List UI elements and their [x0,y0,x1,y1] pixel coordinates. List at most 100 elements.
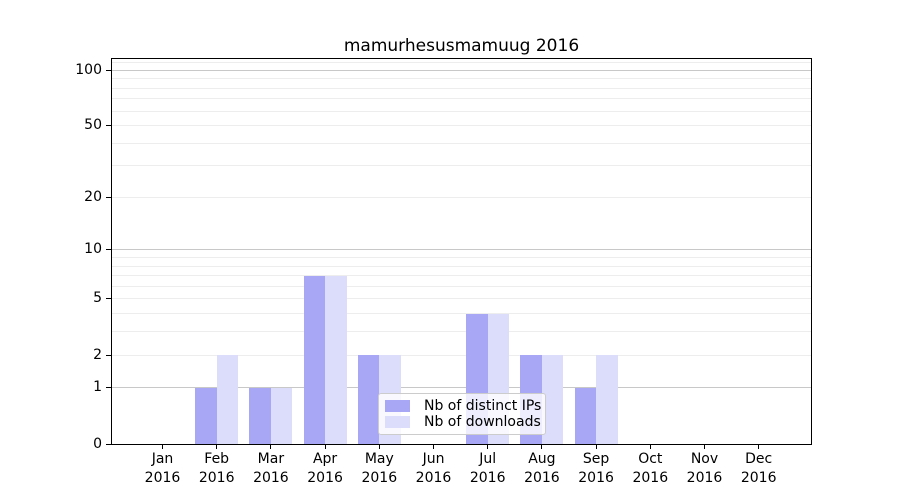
y-tick-label-10: 10 [84,241,102,258]
x-tick-may [378,444,380,449]
chart-title: mamurhesusmamuug 2016 [343,36,580,56]
x-tick-year: 2016 [361,470,398,486]
x-tick-year: 2016 [686,470,723,486]
y-tick-label-2: 2 [93,346,102,363]
x-tick-year: 2016 [415,470,452,486]
x-tick-jul [487,444,489,449]
gridline-minor-9 [112,257,811,258]
x-tick-dec [758,444,760,449]
bar-may-distinct-ips [357,355,380,444]
gridline-minor-6 [112,285,811,287]
y-tick-label-1: 1 [93,379,102,396]
x-tick-year: 2016 [740,470,777,486]
x-tick-label-may: May 2016 [349,450,409,488]
x-tick-year: 2016 [578,470,614,486]
gridline-major-100 [112,69,811,71]
gridline-minor-3 [112,331,811,333]
gridline-minor-2 [112,354,811,356]
x-tick-oct [649,444,651,449]
x-tick-label-jan: Jan 2016 [133,450,193,488]
x-tick-sep [595,444,597,449]
x-tick-year: 2016 [469,470,506,486]
y-tick-label-0: 0 [93,435,102,452]
bar-apr-downloads [325,275,347,444]
y-tick-label-20: 20 [84,188,102,205]
x-tick-nov [704,444,705,449]
y-tick-label-5: 5 [93,290,102,307]
gridline-major-10 [112,249,811,251]
legend-swatch-distinct-ips [385,400,410,412]
x-tick-label-apr: Apr 2016 [295,450,355,488]
y-tick-1 [106,387,112,389]
x-tick-label-oct: Oct 2016 [620,450,680,488]
x-tick-month: Jul [479,451,497,467]
bar-mar-distinct-ips [249,387,271,444]
bar-aug-downloads [541,355,564,444]
gridline-minor-80 [112,87,811,89]
gridline-minor-8 [112,265,811,267]
x-tick-year: 2016 [198,470,235,486]
gridline-minor-30 [112,165,811,167]
gridline-minor-7 [112,275,811,277]
x-tick-month: Dec [745,451,773,467]
x-tick-label-dec: Dec 2016 [729,450,789,488]
x-tick-jun [433,444,434,449]
gridline-minor-50 [112,125,811,127]
gridline-minor-5 [112,298,811,300]
x-tick-label-jul: Jul 2016 [458,450,518,488]
gridline-minor-70 [112,98,811,100]
y-tick-50 [106,125,112,127]
legend-entry-distinct-ips: Nb of distinct IPs [385,398,541,414]
bar-apr-distinct-ips [303,275,326,444]
x-tick-month: Mar [257,451,285,467]
x-tick-label-nov: Nov 2016 [675,450,735,488]
x-tick-month: Aug [528,451,556,467]
y-tick-0 [106,443,112,445]
x-tick-month: Feb [204,451,230,467]
x-tick-label-mar: Mar 2016 [241,450,301,488]
legend-swatch-downloads [385,416,410,428]
x-tick-year: 2016 [632,470,669,486]
x-tick-mar [270,444,272,449]
x-tick-apr [324,444,326,449]
gridline-minor-20 [112,196,811,198]
y-tick-label-100: 100 [75,61,102,78]
y-tick-label-50: 50 [84,117,102,134]
x-tick-month: Nov [690,451,719,467]
x-tick-month: Jun [422,451,445,467]
x-tick-month: Sep [582,451,610,467]
plot-area: 0 1 2 5 10 20 50 100 Jan 2016 Feb 2016 Mar 2016 Apr 201… [75,58,812,486]
bar-feb-downloads [216,355,239,444]
bar-sep-downloads [596,355,618,444]
gridline-minor-40 [112,142,811,144]
y-tick-20 [106,196,112,198]
bar-mar-downloads [270,387,293,444]
gridline-minor-90 [112,78,811,80]
x-tick-label-aug: Aug 2016 [512,450,572,488]
legend: Nb of distinct IPs Nb of downloads [378,393,546,435]
bar-feb-distinct-ips [195,387,217,444]
y-tick-10 [106,249,112,251]
gridline-minor-4 [112,313,811,315]
x-tick-feb [216,444,218,449]
x-tick-month: Apr [312,451,338,467]
legend-entry-downloads: Nb of downloads [385,414,541,430]
y-tick-100 [106,69,112,71]
gridline-minor-110 [112,62,811,64]
x-tick-label-sep: Sep 2016 [566,450,626,488]
gridline-minor-60 [112,110,811,112]
x-tick-month: Jan [151,451,174,467]
x-tick-month: May [364,451,394,467]
x-tick-jan [162,444,163,449]
x-tick-month: Oct [638,451,663,467]
y-tick-2 [106,354,112,356]
y-tick-5 [106,298,112,300]
legend-label-distinct-ips: Nb of distinct IPs [424,398,542,414]
x-tick-label-jun: Jun 2016 [404,450,464,488]
x-tick-year: 2016 [253,470,289,486]
x-tick-label-feb: Feb 2016 [187,450,247,488]
x-tick-year: 2016 [307,470,343,486]
x-tick-year: 2016 [144,470,181,486]
gridline-major-1 [112,387,811,389]
